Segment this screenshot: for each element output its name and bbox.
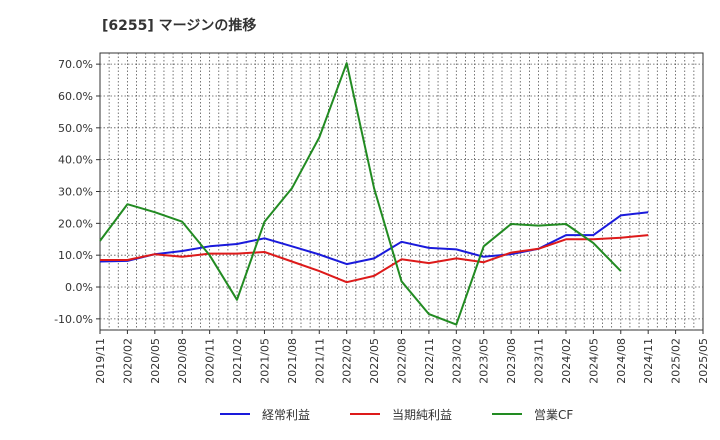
series-line-0 [99,211,649,266]
x-tick-label: 2024/08 [615,338,628,384]
x-tick-label: 2020/11 [204,338,217,384]
x-tick-label: 2024/05 [587,338,600,384]
x-tick-label: 2021/02 [231,338,244,384]
y-axis-ticks: 70.0% 60.0% 50.0% 40.0% 30.0% 20.0% 10.0% 0.0% -… [54,58,100,326]
x-tick-label: 2020/02 [121,338,134,384]
series-line-2 [99,62,622,326]
y-tick-label: 30.0% [58,186,93,199]
x-tick-label: 2021/05 [258,338,271,384]
x-tick-label: 2023/08 [505,338,518,384]
legend-label: 営業CF [534,408,573,422]
legend-item-1: 当期純利益 [350,408,452,422]
x-tick-label: 2024/11 [642,338,655,384]
x-tick-label: 2022/02 [341,338,354,384]
x-axis-ticks: 2019/11 2020/02 2020/05 2020/08 2020/11 2021/… [94,330,710,384]
x-tick-label: 2021/08 [286,338,299,384]
x-tick-label: 2023/11 [533,338,546,384]
y-tick-label: 60.0% [58,90,93,103]
x-tick-label: 2024/02 [560,338,573,384]
legend-label: 当期純利益 [392,408,452,422]
x-tick-label: 2021/11 [313,338,326,384]
y-tick-label: 20.0% [58,217,93,230]
series-line-1 [100,234,649,284]
x-tick-label: 2022/08 [396,338,409,384]
legend: 経常利益 当期純利益 営業CF [220,408,573,422]
y-tick-label: 10.0% [58,249,93,262]
x-tick-label: 2022/05 [368,338,381,384]
x-tick-label: 2022/11 [423,338,436,384]
x-tick-label: 2025/02 [670,338,683,384]
x-tick-label: 2023/02 [450,338,463,384]
x-tick-label: 2023/05 [478,338,491,384]
x-tick-label: 2019/11 [94,338,107,384]
series-lines [99,62,649,326]
legend-item-2: 営業CF [492,408,573,422]
y-tick-label: 0.0% [65,281,93,294]
legend-label: 経常利益 [262,408,310,422]
chart-title: [6255] マージンの推移 [102,17,256,34]
y-tick-label: -10.0% [54,313,93,326]
grid-lines [100,53,703,330]
legend-item-0: 経常利益 [220,408,310,422]
x-tick-label: 2020/08 [176,338,189,384]
x-tick-label: 2020/05 [149,338,162,384]
y-tick-label: 40.0% [58,154,93,167]
y-tick-label: 50.0% [58,122,93,135]
y-tick-label: 70.0% [58,58,93,71]
x-tick-label: 2025/05 [697,338,710,384]
